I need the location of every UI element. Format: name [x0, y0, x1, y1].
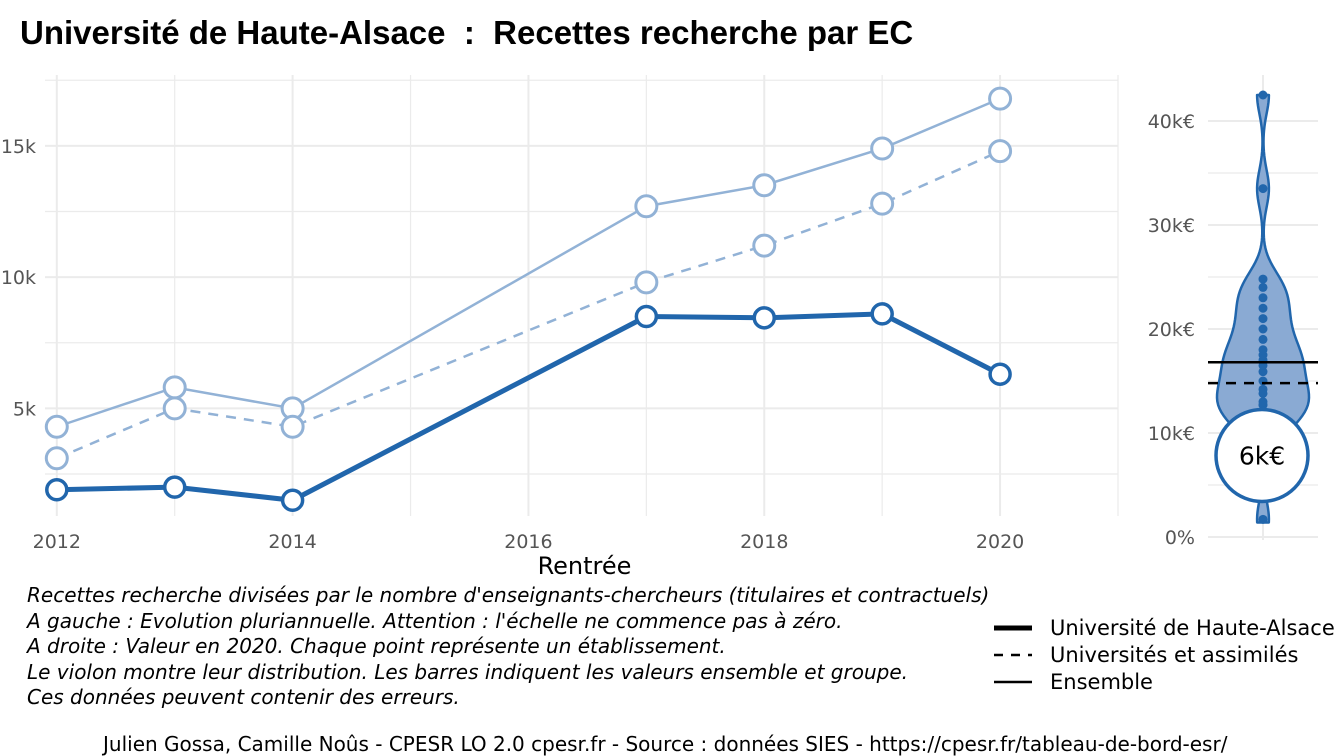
y-tick-label: 5k: [13, 398, 36, 420]
legend-label: Université de Haute-Alsace: [1050, 615, 1335, 640]
source-credit: Julien Gossa, Camille Noûs - CPESR LO 2.…: [103, 732, 1228, 756]
legend-label: Ensemble: [1050, 669, 1153, 694]
x-tick-label: 2012: [33, 531, 81, 553]
caption-line: Le violon montre leur distribution. Les …: [27, 659, 908, 684]
legend: Université de Haute-Alsace Universités e…: [994, 614, 1335, 695]
violin-point: [1258, 514, 1268, 524]
data-point: [870, 136, 895, 161]
chart-title: Université de Haute-Alsace : Recettes re…: [20, 14, 914, 51]
right-panel-axes: 0% 10k€ 20k€ 30k€ 40k€: [1148, 111, 1195, 549]
x-axis-label: Rentrée: [538, 552, 632, 580]
violin-point: [1258, 324, 1268, 334]
left-panel-grid: [45, 75, 1119, 516]
caption: Recettes recherche divisées par le nombr…: [27, 583, 989, 711]
data-point: [634, 270, 659, 295]
y-tick-label: 20k€: [1148, 319, 1195, 341]
data-point: [988, 139, 1013, 164]
legend-key-thick: [994, 618, 1032, 638]
left-panel-axes: 2012 2014 2016 2018 2020 5k 10k 15k Rentrée: [1, 136, 1024, 580]
legend-item: Université de Haute-Alsace: [994, 614, 1335, 641]
legend-key-thin: [994, 672, 1032, 692]
data-point: [634, 304, 659, 329]
legend-item: Ensemble: [994, 668, 1335, 695]
data-point: [280, 488, 305, 512]
violin-point: [1258, 345, 1268, 355]
data-point: [988, 86, 1013, 111]
y-tick-label: 0%: [1165, 527, 1195, 549]
x-tick-label: 2016: [504, 531, 552, 553]
caption-line: A gauche : Evolution pluriannuelle. Atte…: [27, 608, 843, 633]
y-tick-label: 10k: [1, 267, 36, 289]
highlight-label: 6k€: [1239, 441, 1285, 470]
legend-label: Universités et assimilés: [1050, 642, 1299, 667]
data-point: [44, 414, 69, 439]
data-point: [870, 302, 894, 326]
y-tick-label: 30k€: [1148, 215, 1195, 237]
data-point: [752, 233, 777, 258]
violin-point: [1258, 384, 1268, 394]
x-tick-label: 2020: [976, 531, 1024, 553]
violin-point: [1258, 314, 1268, 324]
violin-point: [1258, 274, 1268, 284]
x-tick-label: 2014: [268, 531, 316, 553]
y-tick-label: 40k€: [1148, 111, 1195, 133]
violin-point: [1258, 397, 1268, 407]
violin-point: [1258, 90, 1268, 100]
violin-point: [1258, 303, 1268, 313]
data-point: [162, 475, 187, 499]
x-tick-label: 2018: [740, 531, 788, 553]
data-point: [988, 362, 1012, 386]
violin-panel: 6k€: [1208, 90, 1318, 524]
y-tick-label: 10k€: [1148, 423, 1195, 445]
data-point: [634, 194, 659, 219]
data-point: [162, 375, 187, 400]
legend-item: Universités et assimilés: [994, 641, 1335, 668]
y-tick-label: 15k: [1, 136, 36, 158]
legend-key-dashed: [994, 645, 1032, 665]
data-point: [752, 173, 777, 198]
caption-line: A droite : Valeur en 2020. Chaque point …: [27, 634, 726, 658]
data-point: [45, 478, 69, 502]
data-point: [280, 414, 305, 439]
violin-point: [1258, 367, 1268, 377]
caption-line: Ces données peuvent contenir des erreurs…: [27, 685, 460, 709]
data-point: [870, 191, 895, 216]
violin-point: [1258, 282, 1268, 292]
data-point: [44, 446, 69, 471]
violin-point: [1258, 334, 1268, 344]
highlight-marker: [1214, 407, 1310, 504]
violin-point: [1258, 293, 1268, 303]
caption-line: Recettes recherche divisées par le nombr…: [27, 583, 990, 607]
violin-point: [1258, 184, 1268, 194]
data-point: [162, 396, 187, 421]
data-point: [752, 306, 777, 330]
left-panel-series: [44, 86, 1013, 512]
